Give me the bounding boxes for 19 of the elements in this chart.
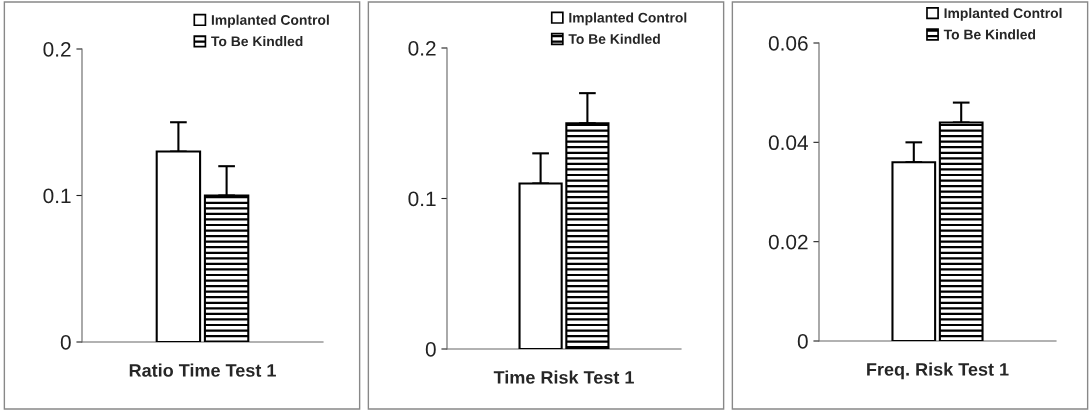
y-tick-label: 0.02 [768, 234, 808, 250]
y-tick-label: 0.06 [768, 36, 808, 51]
x-axis-title: Freq. Risk Test 1 [867, 362, 1009, 380]
y-tick-label: 0 [425, 342, 436, 357]
y-tick-label: 0.1 [408, 191, 436, 207]
x-axis-title: Ratio Time Test 1 [129, 363, 276, 377]
legend-label: To Be Kindled [943, 29, 1036, 40]
y-tick-label: 0.1 [43, 188, 71, 204]
legend-label: To Be Kindled [211, 36, 303, 47]
legend-label: To Be Kindled [568, 33, 660, 44]
y-tick-label: 0.2 [408, 41, 436, 56]
x-axis-title: Time Risk Test 1 [493, 370, 634, 384]
y-tick-label: 0.04 [768, 135, 808, 151]
legend-label: Implanted Control [211, 14, 329, 28]
y-tick-label: 0.2 [43, 42, 71, 57]
y-tick-label: 0 [797, 334, 808, 349]
legend-label: Implanted Control [569, 12, 687, 26]
legend-label: Implanted Control [944, 7, 1062, 21]
y-tick-label: 0 [60, 335, 71, 350]
